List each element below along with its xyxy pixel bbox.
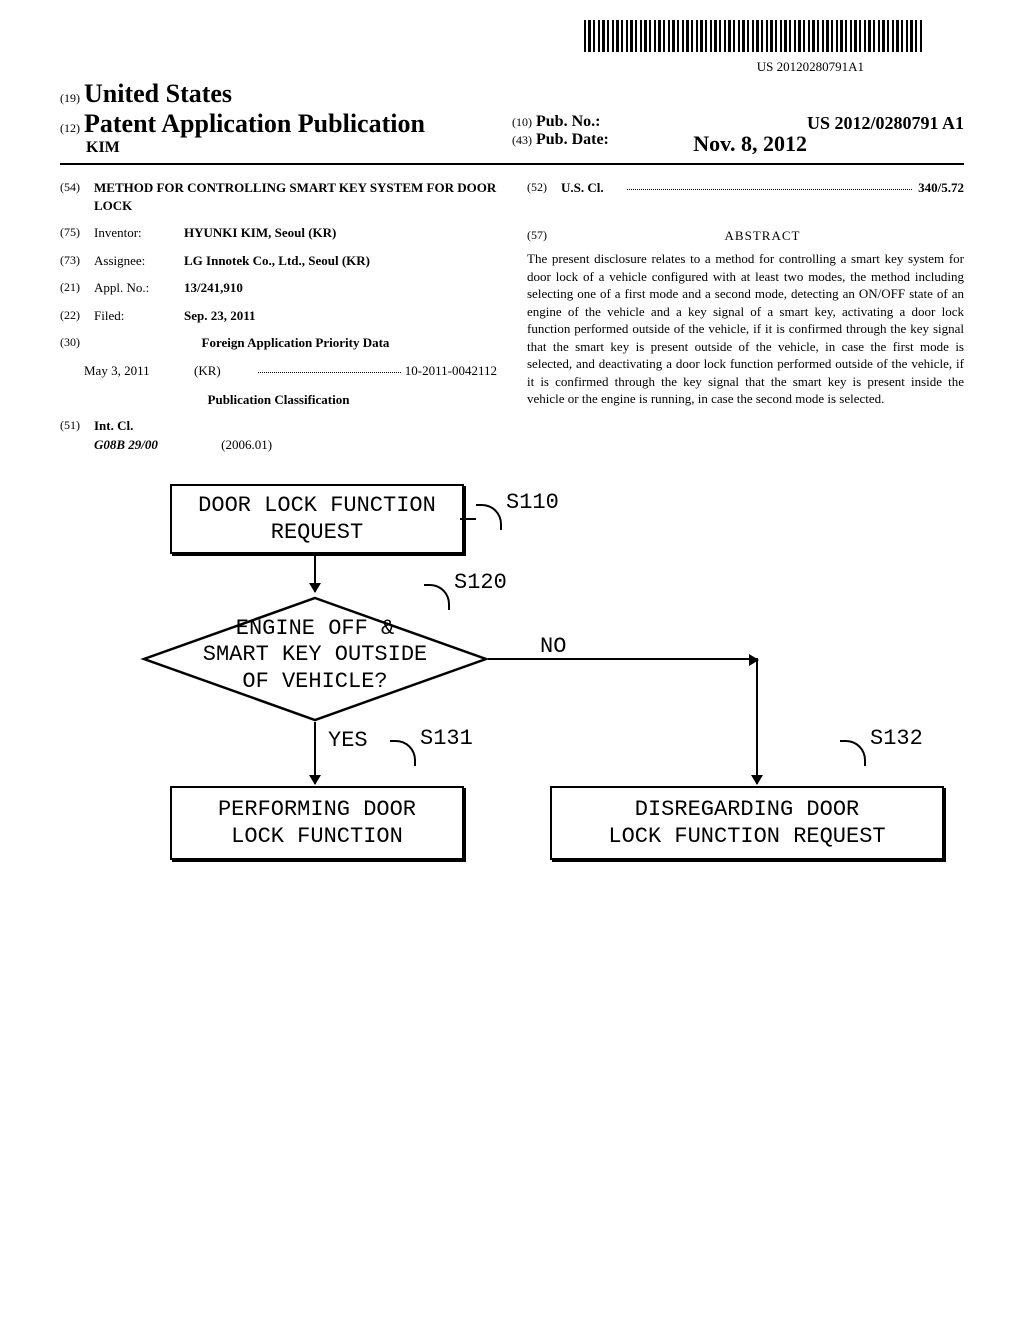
invention-title: METHOD FOR CONTROLLING SMART KEY SYSTEM …: [94, 179, 497, 214]
field-54: (54): [60, 179, 94, 214]
field-30: (30): [60, 334, 94, 352]
uscl-label: U.S. Cl.: [561, 179, 621, 197]
applno-value: 13/241,910: [184, 279, 497, 297]
field-43: (43): [512, 133, 532, 147]
label-curve: [476, 504, 502, 530]
flowchart-box-perform: PERFORMING DOOR LOCK FUNCTION: [170, 786, 464, 860]
pub-date-label: Pub. Date:: [536, 131, 609, 148]
flowchart-box-request: DOOR LOCK FUNCTION REQUEST: [170, 484, 464, 554]
priority-number: 10-2011-0042112: [405, 362, 497, 380]
abstract-text: The present disclosure relates to a meth…: [527, 250, 964, 408]
arrow-down: [314, 552, 316, 592]
label-curve: [390, 740, 416, 766]
assignee-label: Assignee:: [94, 252, 184, 270]
applno-label: Appl. No.:: [94, 279, 184, 297]
field-73: (73): [60, 252, 94, 270]
priority-country: (KR): [194, 362, 254, 380]
arrow-down: [756, 658, 758, 784]
country: United States: [84, 79, 232, 108]
pub-classification-head: Publication Classification: [60, 391, 497, 409]
flowchart-box-disregard: DISREGARDING DOOR LOCK FUNCTION REQUEST: [550, 786, 944, 860]
dotted-leader: [258, 362, 401, 373]
yes-label: YES: [328, 728, 368, 753]
flowchart: DOOR LOCK FUNCTION REQUEST S110 S120 ENG…: [60, 484, 964, 904]
step-label-s131: S131: [420, 726, 473, 751]
dotted-leader: [627, 179, 912, 190]
barcode-region: US 20120280791A1: [60, 20, 964, 75]
line-horizontal: [488, 658, 758, 660]
uscl-row: (52) U.S. Cl. 340/5.72: [527, 179, 964, 197]
header-row: (19) United States (12) Patent Applicati…: [60, 79, 964, 165]
barcode-text: US 20120280791A1: [60, 59, 864, 75]
abstract-head: ABSTRACT: [561, 227, 964, 245]
arrow-down: [314, 722, 316, 784]
inventor-value: HYUNKI KIM, Seoul (KR): [184, 224, 497, 242]
field-57: (57): [527, 227, 561, 251]
connector-tick: [460, 518, 476, 520]
bibliographic-columns: (54) METHOD FOR CONTROLLING SMART KEY SY…: [60, 179, 964, 454]
step-label-s110: S110: [506, 490, 559, 515]
left-column: (54) METHOD FOR CONTROLLING SMART KEY SY…: [60, 179, 497, 454]
pub-date-value: Nov. 8, 2012: [693, 131, 807, 157]
flowchart-decision-text: ENGINE OFF & SMART KEY OUTSIDE OF VEHICL…: [190, 616, 440, 695]
uscl-value: 340/5.72: [918, 179, 964, 197]
field-10: (10): [512, 115, 532, 129]
header-inventor: KIM: [60, 139, 512, 157]
field-52: (52): [527, 179, 561, 197]
field-21: (21): [60, 279, 94, 297]
field-12: (12): [60, 121, 80, 135]
priority-row: May 3, 2011 (KR) 10-2011-0042112: [60, 362, 497, 380]
field-51: (51): [60, 417, 94, 435]
field-22: (22): [60, 307, 94, 325]
intcl-year: (2006.01): [221, 437, 272, 452]
filed-label: Filed:: [94, 307, 184, 325]
filed-value: Sep. 23, 2011: [184, 307, 497, 325]
label-curve: [840, 740, 866, 766]
priority-date: May 3, 2011: [60, 362, 194, 380]
step-label-s120: S120: [454, 570, 507, 595]
intcl-row: G08B 29/00 (2006.01): [60, 436, 497, 454]
pub-no-label: Pub. No.:: [536, 113, 600, 130]
intcl-code: G08B 29/00: [94, 437, 158, 452]
inventor-label: Inventor:: [94, 224, 184, 242]
step-label-s132: S132: [870, 726, 923, 751]
publication-type: Patent Application Publication: [84, 109, 425, 138]
intcl-label: Int. Cl.: [94, 417, 133, 435]
field-19: (19): [60, 91, 80, 105]
assignee-value: LG Innotek Co., Ltd., Seoul (KR): [184, 252, 497, 270]
foreign-priority-head: Foreign Application Priority Data: [94, 334, 497, 352]
right-column: (52) U.S. Cl. 340/5.72 (57) ABSTRACT The…: [527, 179, 964, 454]
no-label: NO: [540, 634, 566, 659]
pub-no-value: US 2012/0280791 A1: [807, 113, 964, 134]
field-75: (75): [60, 224, 94, 242]
barcode-graphic: [584, 20, 924, 52]
